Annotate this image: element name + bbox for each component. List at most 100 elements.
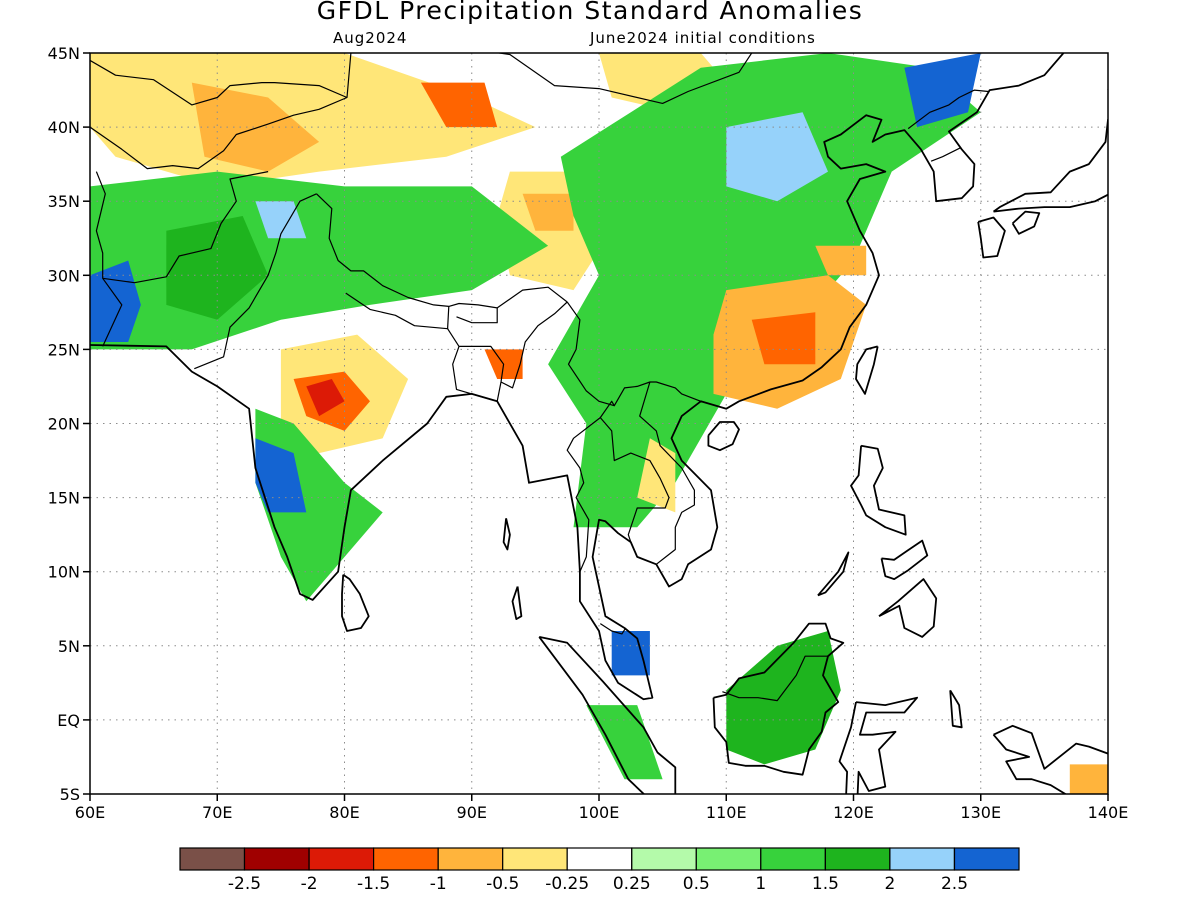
lon-tick-label: 140E xyxy=(1088,803,1129,822)
coastline-andamans xyxy=(502,518,511,551)
anomaly-regions xyxy=(90,53,1108,794)
lon-tick-label: 110E xyxy=(706,803,747,822)
legend-swatches xyxy=(179,847,1020,871)
coastline-hainan xyxy=(707,421,740,452)
anomaly-region-sumatra-wet xyxy=(586,705,663,780)
legend-swatch xyxy=(437,847,504,871)
anomaly-region-laos-dry xyxy=(637,438,676,513)
anomaly-region-new-guinea-dry xyxy=(1069,764,1108,794)
coastline-asia-mainland xyxy=(90,53,1065,701)
anomaly-region-borneo-wet xyxy=(726,631,841,765)
coastline-shikoku xyxy=(1011,210,1041,235)
border-bhutan xyxy=(456,307,498,324)
anomaly-region-kashmir-wet xyxy=(255,201,307,239)
legend-swatch xyxy=(695,847,762,871)
legend-swatch xyxy=(308,847,375,871)
legend-label: 0.25 xyxy=(613,874,651,894)
legend-swatch xyxy=(631,847,697,871)
coastline-halmahera xyxy=(949,689,963,729)
lat-tick-label: 25N xyxy=(48,340,80,359)
coastline-palawan xyxy=(817,551,850,597)
legend-label: -1 xyxy=(430,874,447,894)
lon-tick-label: 90E xyxy=(457,803,487,822)
country-borders xyxy=(90,53,989,702)
lat-tick-label: 5S xyxy=(60,785,80,804)
lon-tick-label: 100E xyxy=(579,803,620,822)
legend-label: 1.5 xyxy=(812,874,839,894)
lat-tick-label: 35N xyxy=(48,192,80,211)
lon-tick-label: 70E xyxy=(202,803,232,822)
border-iran-afghanistan xyxy=(95,171,123,347)
legend-swatch xyxy=(824,847,891,871)
coastline-visayas xyxy=(880,539,929,580)
anomaly-region-tibet-dry-core xyxy=(522,193,574,231)
coastline-mindanao xyxy=(878,578,938,638)
initial-conditions-label: June2024 initial conditions xyxy=(590,29,816,47)
longitude-axis: 60E 70E 80E 90E 100E 110E 120E 130E 140E xyxy=(75,794,1129,822)
coastline-kyushu xyxy=(977,216,1006,259)
lat-tick-label: 15N xyxy=(48,489,80,508)
latitude-axis: 45N 40N 35N 30N 25N 20N 15N 10N 5N EQ 5S xyxy=(48,44,90,804)
border-malaysia-thailand xyxy=(599,623,627,635)
border-myanmar-india xyxy=(500,301,568,389)
legend-swatch xyxy=(953,847,1020,871)
lat-tick-label: 10N xyxy=(48,563,80,582)
legend-label: -0.25 xyxy=(545,874,589,894)
anomaly-map: 45N 40N 35N 30N 25N 20N 15N 10N 5N EQ 5S 60E 70E 80E… xyxy=(48,44,1129,822)
legend-label: -0.5 xyxy=(486,874,519,894)
anomaly-region-kazakh-dry-core xyxy=(191,82,320,172)
lat-tick-label: 30N xyxy=(48,266,80,285)
legend-swatch xyxy=(243,847,310,871)
border-central-asia xyxy=(90,53,352,170)
legend-swatch xyxy=(179,847,246,871)
coastline-taiwan xyxy=(855,345,879,395)
legend-label: -2 xyxy=(301,874,318,894)
forecast-month-label: Aug2024 xyxy=(333,29,408,47)
anomaly-region-central-india-dry-peak xyxy=(306,379,345,417)
border-borneo-border xyxy=(722,655,828,702)
anomaly-region-manchuria-wet-core xyxy=(904,53,981,128)
coastline-hokkaido xyxy=(1107,88,1108,91)
border-myanmar-china xyxy=(566,301,615,407)
border-myanmar-thailand xyxy=(566,417,601,572)
coastlines xyxy=(90,53,1108,794)
lat-tick-label: 5N xyxy=(58,637,80,656)
anomaly-region-north-china-wet-core xyxy=(726,112,828,202)
border-kazakhstan-south xyxy=(90,59,348,106)
legend-swatch xyxy=(502,847,568,871)
anomaly-region-malaysia-wet xyxy=(611,631,650,676)
legend-swatch xyxy=(373,847,439,871)
legend-label: 0.5 xyxy=(683,874,710,894)
coastline-sri-lanka xyxy=(341,573,370,632)
legend-label: 2.5 xyxy=(941,874,968,894)
anomaly-region-west-india-wet-core xyxy=(255,438,307,513)
lat-tick-label: 20N xyxy=(48,415,80,434)
border-himalaya xyxy=(316,193,568,309)
map-title: GFDL Precipitation Standard Anomalies xyxy=(316,0,864,25)
legend-swatch xyxy=(760,847,826,871)
border-pakistan-india xyxy=(194,193,317,370)
legend-label: -2.5 xyxy=(228,874,261,894)
anomaly-region-iran-wet xyxy=(90,260,141,342)
lon-tick-label: 80E xyxy=(329,803,359,822)
anomaly-region-south-china-dry-core xyxy=(751,312,816,365)
coastline-nicobars xyxy=(511,586,523,620)
coastline-sumatra xyxy=(538,636,677,794)
border-laos-vietnam xyxy=(639,381,696,565)
coastline-new-guinea xyxy=(992,724,1108,794)
legend-labels: -2.5 -2 -1.5 -1 -0.5 -0.25 0.25 0.5 1 1.5 2 2.5 xyxy=(228,874,968,894)
legend-swatch xyxy=(566,847,633,871)
coastline-luzon xyxy=(850,444,907,536)
border-korea-dmz xyxy=(930,147,961,162)
border-laos-thailand xyxy=(599,417,670,543)
legend-label: -1.5 xyxy=(357,874,390,894)
lat-tick-label: 40N xyxy=(48,118,80,137)
lon-tick-label: 130E xyxy=(960,803,1001,822)
coastline-honshu xyxy=(992,118,1108,213)
anomaly-region-xinjiang-dry-core xyxy=(420,82,498,128)
lon-tick-label: 120E xyxy=(833,803,874,822)
border-korea-china xyxy=(907,89,989,130)
lon-tick-label: 60E xyxy=(75,803,105,822)
legend-label: 2 xyxy=(884,874,895,894)
lat-tick-label: EQ xyxy=(57,711,80,730)
